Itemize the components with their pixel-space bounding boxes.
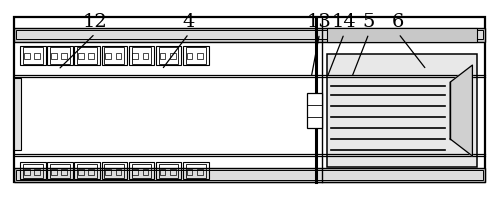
Bar [307, 93, 322, 128]
Bar [47, 162, 73, 180]
Bar [105, 53, 111, 59]
Bar [197, 169, 203, 175]
Bar [197, 53, 203, 59]
Bar [131, 164, 151, 178]
Bar [105, 169, 111, 175]
Bar [20, 162, 46, 180]
Text: 4: 4 [183, 12, 195, 31]
Bar [23, 164, 43, 178]
Bar [143, 169, 148, 175]
Bar [78, 53, 84, 59]
Bar [62, 169, 67, 175]
Bar [34, 169, 40, 175]
Bar [105, 47, 124, 64]
Bar [105, 164, 124, 178]
Bar [102, 46, 127, 65]
Bar [14, 28, 485, 42]
Bar [156, 162, 182, 180]
Bar [88, 169, 94, 175]
Bar [50, 164, 70, 178]
Bar [128, 162, 154, 180]
Bar [128, 46, 154, 65]
Bar [132, 53, 138, 59]
Bar [131, 47, 151, 64]
Bar [24, 53, 30, 59]
Bar [74, 46, 100, 65]
Bar [78, 169, 84, 175]
Text: 5: 5 [363, 12, 375, 31]
Bar [102, 162, 127, 180]
Text: 6: 6 [392, 12, 405, 31]
Bar [62, 53, 67, 59]
Bar [183, 162, 208, 180]
Text: 13: 13 [307, 12, 332, 31]
Bar [34, 53, 40, 59]
Bar [186, 47, 205, 64]
Bar [50, 47, 70, 64]
Bar [186, 53, 192, 59]
Bar [24, 169, 30, 175]
Bar [143, 53, 148, 59]
Bar [77, 164, 97, 178]
Polygon shape [450, 65, 472, 156]
Bar [116, 169, 121, 175]
Bar [74, 162, 100, 180]
Bar [170, 169, 176, 175]
Text: 12: 12 [83, 12, 108, 31]
Bar [14, 18, 485, 183]
Bar [16, 30, 483, 39]
Bar [159, 164, 179, 178]
Bar [116, 53, 121, 59]
Bar [183, 46, 208, 65]
Bar [20, 46, 46, 65]
Bar [88, 53, 94, 59]
Bar [327, 54, 477, 167]
Bar [77, 47, 97, 64]
Bar [14, 169, 485, 183]
Bar [186, 169, 192, 175]
Bar [186, 164, 205, 178]
Bar [156, 46, 182, 65]
Bar [327, 28, 477, 42]
Bar [51, 169, 57, 175]
Bar [160, 169, 165, 175]
Bar [51, 53, 57, 59]
Bar [160, 53, 165, 59]
Bar [132, 169, 138, 175]
Bar [170, 53, 176, 59]
Bar [47, 46, 73, 65]
Bar [14, 78, 21, 150]
Bar [23, 47, 43, 64]
Bar [159, 47, 179, 64]
Text: 14: 14 [332, 12, 357, 31]
Bar [16, 170, 483, 181]
